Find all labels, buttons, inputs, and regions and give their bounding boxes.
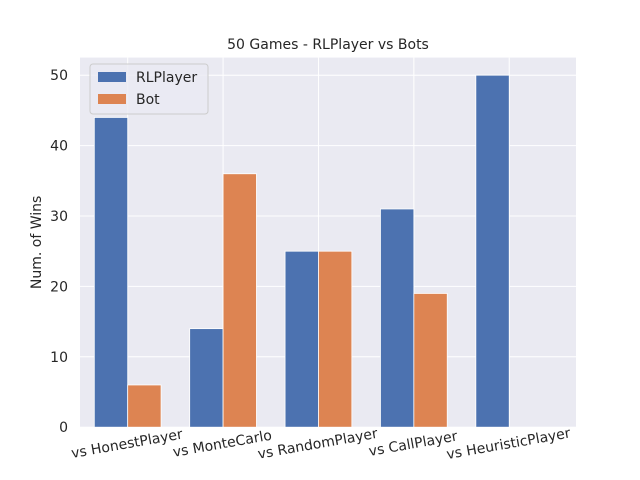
bar-bot-vs-callplayer (413, 293, 448, 428)
y-tick-label: 0 (59, 420, 68, 436)
legend-swatch-rlplayer (98, 72, 126, 82)
x-tick-label: vs CallPlayer (368, 429, 459, 460)
y-tick-label: 40 (50, 139, 68, 155)
legend-label-rlplayer: RLPlayer (136, 70, 197, 86)
x-tick-label: vs HeuristicPlayer (445, 425, 572, 463)
x-tick-label: vs HonestPlayer (70, 427, 184, 462)
bar-rlplayer-vs-callplayer (380, 208, 415, 428)
bar-rlplayer-vs-montecarlo (189, 328, 224, 428)
bar-bot-vs-honestplayer (127, 384, 162, 428)
y-tick-label: 30 (50, 209, 68, 225)
y-tick-label: 50 (50, 68, 68, 84)
chart-title: 50 Games - RLPlayer vs Bots (227, 37, 429, 53)
legend-swatch-bot (98, 94, 126, 104)
y-tick-labels: 0 10 20 30 40 50 (50, 68, 68, 436)
bar-rlplayer-vs-honestplayer (93, 117, 129, 428)
y-tick-label: 10 (50, 350, 68, 366)
y-axis-label: Num. of Wins (29, 196, 45, 289)
x-tick-label: vs RandomPlayer (257, 426, 380, 463)
bars (93, 74, 510, 428)
legend: RLPlayer Bot (89, 63, 209, 115)
legend-label-bot: Bot (136, 92, 160, 108)
y-tick-label: 20 (50, 279, 68, 295)
bar-rlplayer-vs-heuristicplayer (475, 74, 510, 428)
bar-bot-vs-randomplayer (318, 250, 353, 428)
bar-bot-vs-montecarlo (222, 173, 257, 428)
bar-rlplayer-vs-randomplayer (284, 250, 319, 428)
